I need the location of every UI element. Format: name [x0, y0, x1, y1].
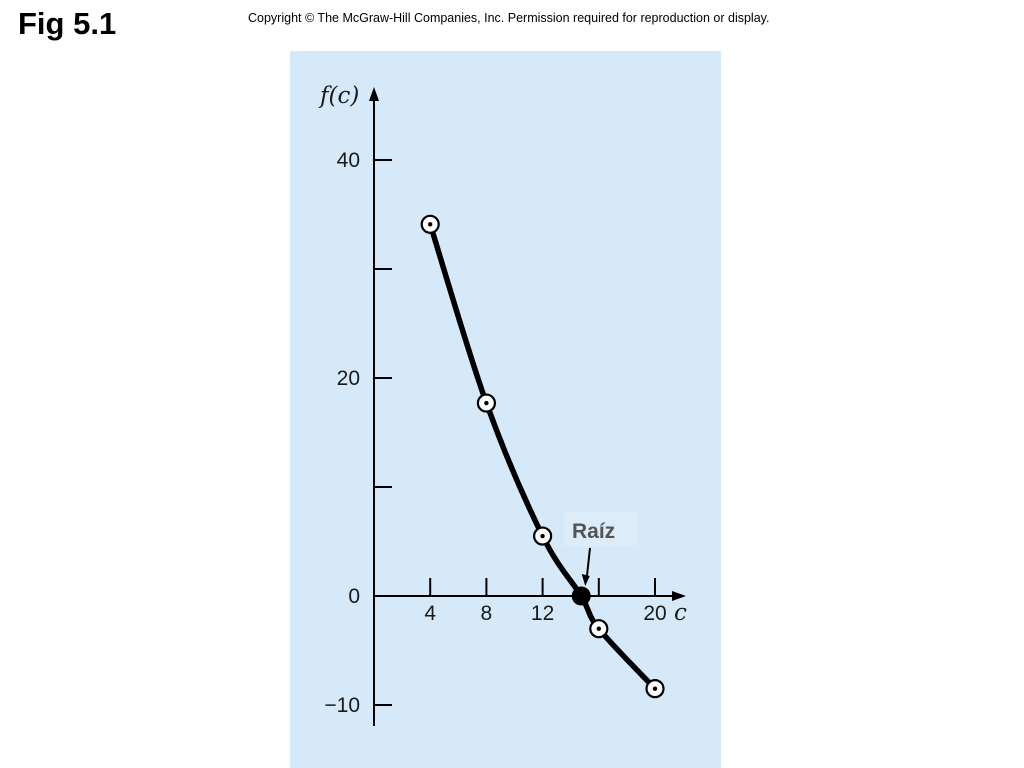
- panel-background: [290, 51, 721, 768]
- marker-center: [428, 222, 433, 227]
- data-point-marker: [533, 526, 553, 546]
- marker-center: [652, 686, 658, 691]
- data-point-marker: [589, 619, 609, 639]
- x-axis-label: c: [674, 600, 687, 626]
- x-tick-label: 20: [643, 602, 666, 625]
- data-point-marker: [420, 214, 440, 234]
- x-axis-arrow: [672, 591, 686, 601]
- y-axis-arrow: [369, 87, 379, 101]
- root-callout-label: Raíz: [572, 520, 615, 543]
- x-tick-label: 4: [424, 602, 436, 625]
- figure-panel: −10 0 20 40 4 8 12 20 c f(c) Raíz: [290, 51, 721, 768]
- x-tick-label: 12: [531, 602, 554, 625]
- x-tick-label: 8: [481, 602, 493, 625]
- data-point-marker: [476, 393, 496, 413]
- root-plot: −10 0 20 40 4 8 12 20 c f(c) Raíz: [290, 51, 721, 768]
- y-tick-label: 20: [337, 367, 360, 390]
- y-tick-label: 0: [348, 585, 360, 608]
- y-axis-label: f(c): [318, 83, 359, 109]
- root-point: [571, 586, 591, 606]
- y-tick-label: −10: [324, 694, 360, 717]
- root-callout-arrowhead: [581, 574, 590, 586]
- data-point-marker: [645, 679, 665, 699]
- marker-center: [540, 533, 545, 539]
- marker-center: [484, 400, 489, 406]
- marker-layer: [420, 214, 665, 699]
- axes: −10 0 20 40 4 8 12 20 c f(c): [318, 83, 687, 726]
- root-callout-box: [564, 512, 637, 546]
- y-tick-label: 40: [337, 149, 360, 172]
- root-callout-arrow-line: [585, 547, 591, 579]
- copyright-notice: Copyright © The McGraw-Hill Companies, I…: [248, 11, 770, 25]
- marker-center: [596, 626, 601, 631]
- slide-title: Fig 5.1: [18, 6, 117, 41]
- callout-layer: Raíz: [564, 512, 637, 586]
